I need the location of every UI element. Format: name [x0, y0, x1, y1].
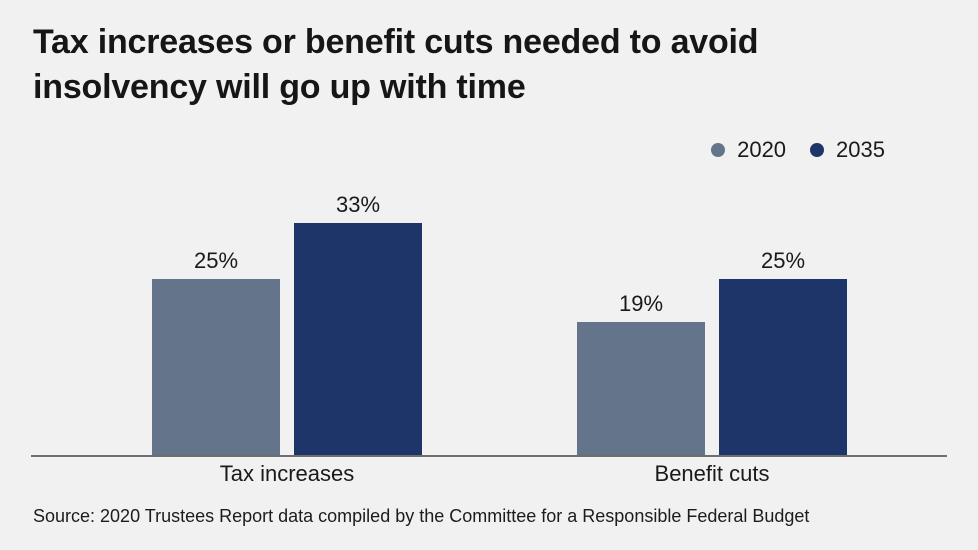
legend-swatch-icon — [711, 143, 726, 157]
value-label-2020-tax-increases: 25% — [193, 248, 239, 273]
legend-label: 2020 — [737, 137, 787, 162]
source-note: Source: 2020 Trustees Report data compil… — [33, 506, 810, 526]
bar-2020-benefit-cuts — [577, 322, 705, 457]
bar-2035-benefit-cuts — [719, 279, 847, 457]
legend-item-2020: 2020 — [711, 139, 786, 161]
category-label-tax-increases: Tax increases — [219, 461, 355, 486]
bar-2035-tax-increases — [294, 223, 422, 457]
x-axis-line — [31, 455, 947, 457]
legend-swatch-icon — [810, 143, 825, 157]
category-label-benefit-cuts: Benefit cuts — [654, 461, 770, 486]
value-label-2035-tax-increases: 33% — [335, 192, 381, 217]
legend-label: 2035 — [836, 137, 885, 162]
legend-item-2035: 2035 — [810, 139, 885, 161]
legend: 2020 2035 — [711, 139, 885, 161]
value-label-2035-benefit-cuts: 25% — [760, 248, 806, 273]
value-label-2020-benefit-cuts: 19% — [618, 291, 664, 316]
bar-2020-tax-increases — [152, 279, 280, 457]
chart-title: Tax increases or benefit cuts needed to … — [33, 23, 759, 106]
